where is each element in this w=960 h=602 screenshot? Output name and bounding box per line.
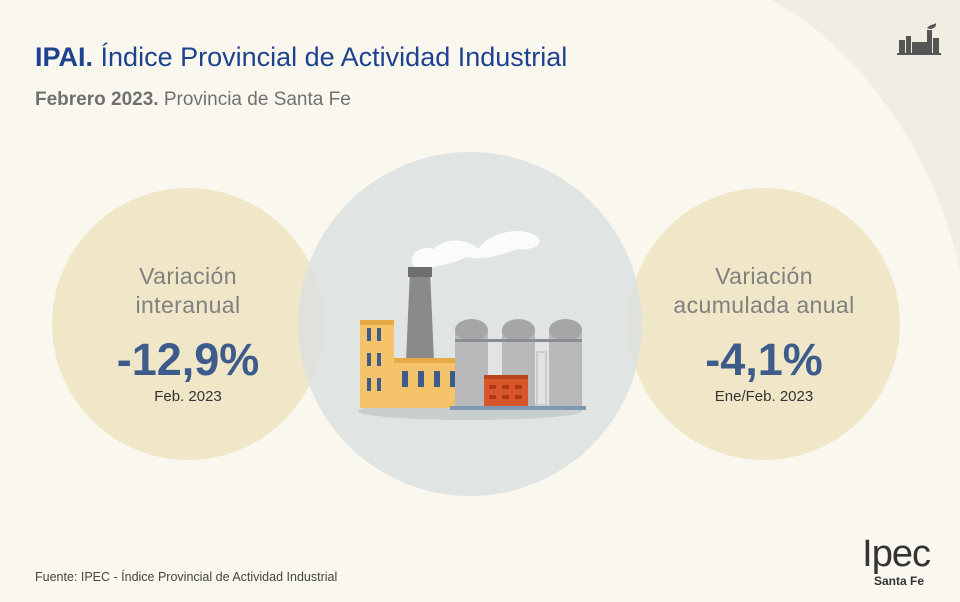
logo-subtext: Santa Fe xyxy=(873,574,924,588)
source-note: Fuente: IPEC - Índice Provincial de Acti… xyxy=(35,570,338,584)
stat-circle-acumulada xyxy=(628,188,900,460)
ipec-logo: Ipec Santa Fe xyxy=(834,533,931,588)
stat-acumulada: Variación acumulada anual -4,1% Ene/Feb.… xyxy=(628,262,900,405)
stat-value: -12,9% xyxy=(116,334,260,385)
stat-circle-interanual xyxy=(52,188,324,460)
subtitle-period: Febrero 2023. xyxy=(35,89,159,110)
page-subtitle: Febrero 2023. Provincia de Santa Fe xyxy=(35,89,351,111)
stat-label-line1: Variación xyxy=(139,263,237,289)
stat-label-line2: interanual xyxy=(135,292,241,318)
title-acronym: IPAI. xyxy=(35,42,94,72)
factory-icon xyxy=(897,23,941,55)
stat-period: Feb. 2023 xyxy=(154,388,222,405)
page-title: IPAI. Índice Provincial de Actividad Ind… xyxy=(35,42,567,73)
title-text: Índice Provincial de Actividad Industria… xyxy=(100,42,568,72)
stat-interanual: Variación interanual -12,9% Feb. 2023 xyxy=(52,262,324,405)
subtitle-region: Provincia de Santa Fe xyxy=(163,89,351,110)
stat-label: Variación acumulada anual xyxy=(628,262,900,320)
factory-icon xyxy=(358,231,586,420)
stat-label-line2: acumulada anual xyxy=(673,292,855,318)
stat-value: -4,1% xyxy=(705,334,823,385)
logo-wordmark: Ipec xyxy=(862,533,931,575)
stat-label-line1: Variación xyxy=(715,263,813,289)
stat-label: Variación interanual xyxy=(52,262,324,320)
stat-period: Ene/Feb. 2023 xyxy=(714,388,814,405)
